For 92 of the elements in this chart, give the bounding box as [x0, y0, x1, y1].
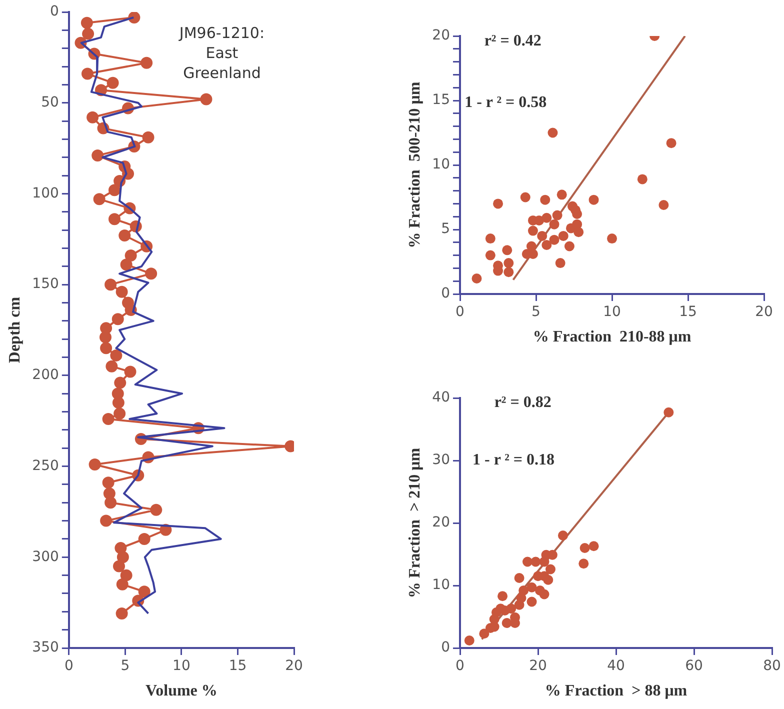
point [540, 194, 550, 205]
y-tick-label: 5 [441, 221, 450, 238]
x-tick-label: 0 [456, 304, 464, 320]
point [558, 530, 568, 540]
point [564, 241, 574, 252]
point [558, 230, 568, 241]
y-tick-label: 0 [441, 286, 450, 302]
point [502, 245, 512, 256]
point [493, 198, 504, 209]
point [664, 407, 674, 418]
x-tick-label: 80 [763, 658, 781, 674]
x-tick-label: 15 [228, 658, 247, 674]
point [578, 558, 589, 569]
y-tick-label: 10 [432, 156, 450, 173]
x-tick-label: 60 [685, 658, 703, 674]
point [545, 564, 556, 574]
point [542, 212, 552, 223]
y-axis-title: % Fraction 500-210 μm [406, 81, 424, 248]
point [543, 574, 554, 585]
point [637, 174, 648, 184]
point [530, 556, 541, 567]
point [588, 194, 599, 205]
annotation: 1 - r ² = 0.18 [472, 452, 555, 469]
point [588, 541, 599, 552]
y-tick-label: 200 [32, 367, 59, 384]
y-tick-label: 150 [32, 276, 59, 292]
point [580, 543, 590, 553]
y-tick-label: 0 [441, 640, 450, 656]
point [528, 226, 538, 236]
y-tick-label: 40 [432, 390, 450, 406]
point [479, 628, 490, 639]
point [526, 582, 537, 592]
x-tick-label: 0 [456, 658, 464, 674]
point [574, 227, 584, 238]
y-tick-label: 15 [432, 92, 450, 108]
x-tick-label: 5 [120, 658, 130, 674]
x-axis-title: Volume % [146, 682, 218, 700]
point [485, 234, 496, 244]
point [518, 586, 529, 596]
x-tick-label: 5 [532, 304, 540, 320]
y-tick-label: 300 [32, 548, 59, 565]
point [537, 230, 548, 241]
point [534, 586, 545, 596]
y-tick-label: 20 [432, 28, 450, 44]
y-tick-label: 250 [32, 458, 59, 474]
point [549, 234, 560, 245]
y-tick-label: 100 [32, 185, 59, 202]
point [514, 573, 524, 583]
x-tick-label: 0 [64, 658, 74, 674]
point [522, 556, 532, 567]
point [552, 210, 562, 220]
point [556, 190, 567, 200]
x-tick-label: 10 [172, 658, 190, 674]
y-tick-label: 50 [41, 94, 59, 110]
point [548, 128, 558, 138]
point [607, 234, 618, 244]
point [489, 622, 500, 632]
point [528, 215, 538, 226]
point [570, 205, 581, 216]
x-axis-title: % Fraction 210-88 μm [532, 328, 692, 346]
point [472, 274, 482, 284]
y-tick-label: 20 [432, 514, 450, 531]
annotation: 1 - r ² = 0.58 [464, 94, 547, 112]
y-axis-title: % Fraction > 210 μm [406, 447, 424, 598]
point [504, 267, 514, 278]
x-tick-label: 10 [603, 304, 621, 320]
x-tick-label: 40 [607, 658, 625, 674]
y-axis-title: Depth cm [6, 296, 24, 364]
x-axis-title: % Fraction > 88 μm [544, 682, 688, 700]
point [666, 138, 676, 148]
point [464, 636, 474, 646]
point [555, 258, 566, 268]
y-tick-label: 350 [32, 640, 59, 656]
y-tick-label: 0 [50, 4, 59, 20]
point [658, 200, 669, 210]
point [498, 591, 508, 602]
annotation: r² = 0.82 [494, 394, 552, 412]
point [542, 240, 552, 250]
annotation: r² = 0.42 [484, 32, 542, 50]
x-tick-label: 20 [529, 658, 547, 674]
x-tick-label: 20 [285, 658, 303, 674]
point [549, 219, 560, 230]
point [504, 258, 514, 268]
point [526, 596, 537, 607]
x-tick-label: 20 [755, 304, 773, 320]
point [520, 192, 530, 202]
y-tick-label: 10 [432, 577, 450, 594]
point [485, 250, 496, 260]
y-tick-label: 30 [432, 452, 450, 468]
annotation: JM96-1210: East Greenland [178, 24, 265, 82]
x-tick-label: 15 [679, 304, 697, 320]
point [500, 606, 510, 616]
